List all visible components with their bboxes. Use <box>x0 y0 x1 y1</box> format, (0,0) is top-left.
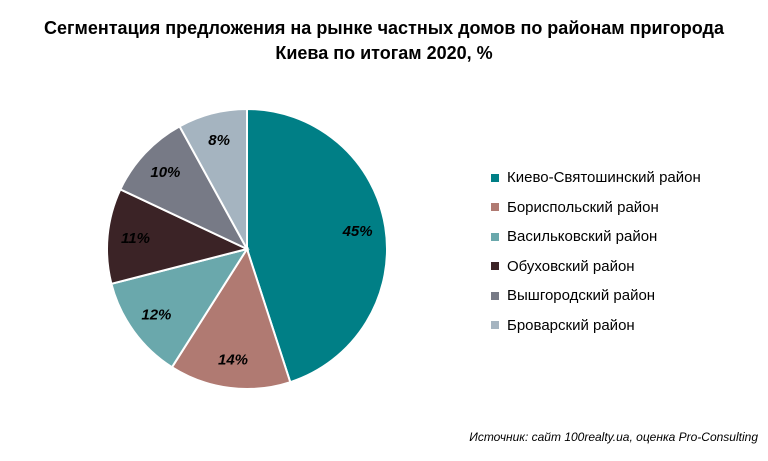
pie-slice-vasylkivskyi <box>110 247 250 369</box>
slice-label-kyiv-sviatoshynskyi: 45% <box>342 223 373 240</box>
legend-label: Бориспольский район <box>507 198 659 216</box>
slice-label-obukhivskyi: 11% <box>121 230 150 247</box>
legend-label: Обуховский район <box>507 257 635 275</box>
legend-label: Броварский район <box>507 316 635 334</box>
legend-swatch <box>491 321 499 330</box>
slice-label-brovarskyi: 8% <box>208 132 230 149</box>
legend-swatch <box>491 291 499 300</box>
source-note: Источник: сайт 100realty.ua, оценка Pro-… <box>469 430 758 444</box>
chart-title-line-1: Сегментация предложения на рынке частных… <box>44 18 724 38</box>
pie-slice-vyshhorodskyi <box>118 124 250 252</box>
legend-item-vasylkivskyi: Васильковский район <box>491 222 761 252</box>
pie-slice-kyiv-sviatoshynskyi <box>246 107 388 384</box>
legend-item-vyshhorodskyi: Вышгородский район <box>491 281 761 311</box>
pie-slice-boryspilskyi <box>170 246 292 390</box>
legend-label: Киево-Святошинский район <box>507 169 701 187</box>
chart-title: Сегментация предложения на рынке частных… <box>0 16 768 66</box>
legend-item-kyiv-sviatoshynskyi: Киево-Святошинский район <box>491 163 761 193</box>
legend-label: Васильковский район <box>507 228 658 246</box>
legend-item-boryspilskyi: Бориспольский район <box>491 193 761 223</box>
chart-title-line-2: Киева по итогам 2020, % <box>275 43 493 63</box>
legend-label: Вышгородский район <box>507 287 656 305</box>
chart-legend: Киево-Святошинский район Бориспольский р… <box>491 163 761 340</box>
pie-slice-brovarskyi <box>178 107 248 250</box>
legend-item-obukhivskyi: Обуховский район <box>491 252 761 282</box>
slice-label-vyshhorodskyi: 10% <box>150 164 180 181</box>
slice-label-boryspilskyi: 14% <box>218 352 248 369</box>
pie-slice-obukhivskyi <box>106 188 250 286</box>
legend-swatch <box>491 232 499 241</box>
legend-swatch <box>491 173 499 182</box>
legend-swatch <box>491 203 499 212</box>
legend-swatch <box>491 262 499 271</box>
slice-label-vasylkivskyi: 12% <box>141 306 171 323</box>
legend-item-brovarskyi: Броварский район <box>491 311 761 341</box>
